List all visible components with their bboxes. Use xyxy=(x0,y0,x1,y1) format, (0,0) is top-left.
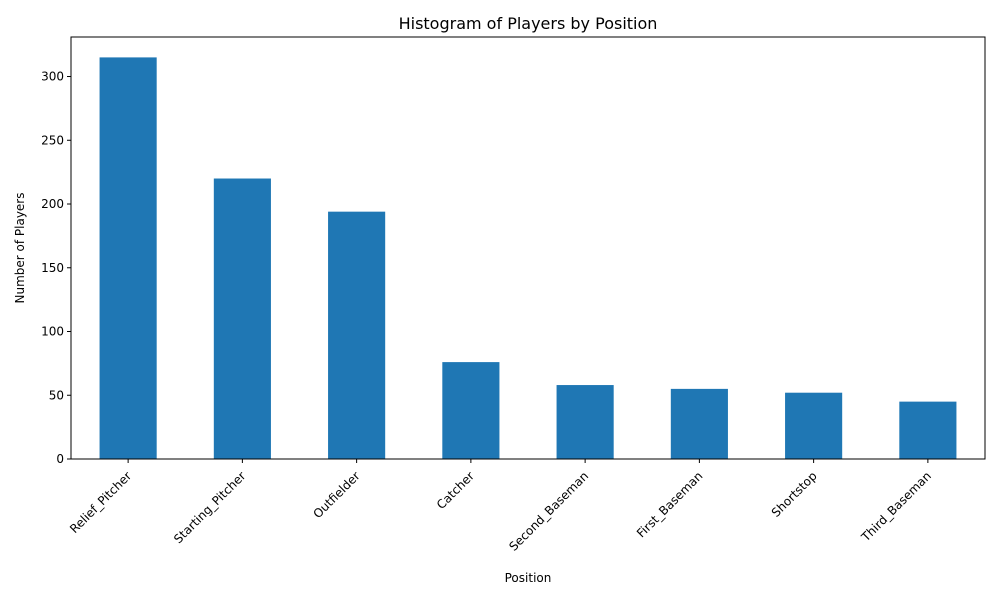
bar-first-baseman xyxy=(670,388,728,459)
y-axis: 0 50 100 150 200 250 300 xyxy=(41,70,71,466)
y-tick-label: 300 xyxy=(41,70,64,84)
bars-group xyxy=(99,57,957,460)
bar-catcher xyxy=(442,362,500,459)
chart-title: Histogram of Players by Position xyxy=(399,14,658,33)
y-tick-label: 200 xyxy=(41,197,64,211)
y-tick-label: 100 xyxy=(41,325,64,339)
bar-shortstop xyxy=(785,392,843,459)
y-tick-label: 150 xyxy=(41,261,64,275)
bar-outfielder xyxy=(328,211,386,459)
y-tick-label: 0 xyxy=(56,452,64,466)
bar-relief-pitcher xyxy=(99,57,157,459)
x-axis-label: Position xyxy=(505,571,552,585)
plot-frame xyxy=(70,36,986,460)
y-axis-label: Number of Players xyxy=(13,193,27,304)
bar-starting-pitcher xyxy=(213,178,271,460)
bar-third-baseman xyxy=(899,401,957,459)
y-tick-label: 50 xyxy=(49,388,64,402)
y-tick-label: 250 xyxy=(41,133,64,147)
bar-second-baseman xyxy=(556,385,614,459)
